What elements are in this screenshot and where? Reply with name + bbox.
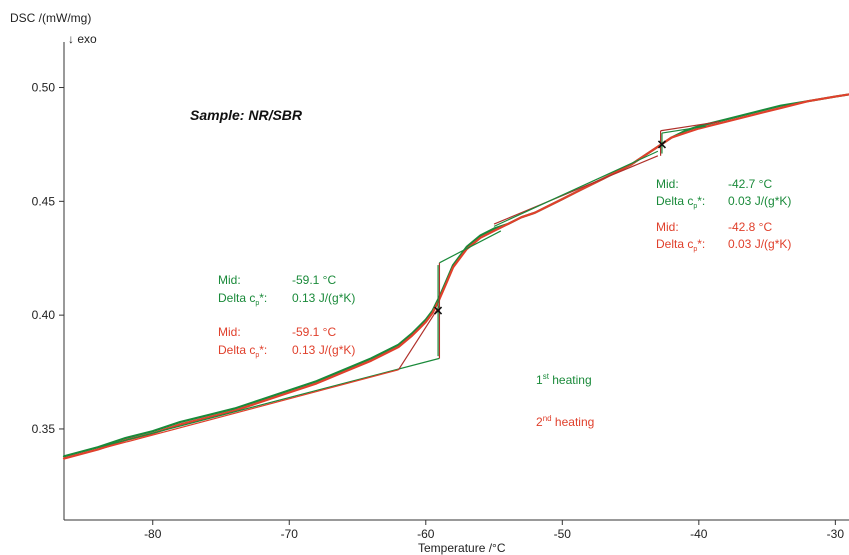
annotation-step2-second: Mid: -42.8 °C Delta cp*: 0.03 J/(g*K) [656, 220, 791, 253]
ann-step1-second-delta-sub: p [255, 352, 259, 359]
chart-title: Sample: NR/SBR [190, 107, 303, 123]
ann-step1-second-delta-value: 0.13 J/(g*K) [292, 343, 355, 357]
construction-baseline-high-1 [439, 230, 502, 264]
legend-second-rest: heating [552, 415, 595, 429]
legend-second-heating: 2nd heating [536, 414, 594, 429]
x-tick-label: -30 [827, 527, 845, 541]
marker-midpoint-2 [657, 140, 667, 149]
ann-step2-second-delta-label: Delta cp*: [656, 237, 705, 253]
y-axis-exo-note: ↓ exo [68, 32, 97, 46]
ann-step2-first-delta-text: Delta c [656, 194, 693, 208]
marker-layer [434, 140, 667, 315]
ann-step2-first-delta-value: 0.03 J/(g*K) [728, 194, 791, 208]
legend-first-sup: st [543, 372, 550, 381]
legend-first-num: 1 [536, 373, 543, 387]
ann-step2-second-mid-value: -42.8 °C [728, 220, 772, 234]
construction-baseline-low-2 [63, 369, 399, 460]
ann-step2-second-delta-sup: *: [697, 237, 705, 251]
ann-step2-first-delta-label: Delta cp*: [656, 194, 705, 210]
legend-first-rest: heating [549, 373, 592, 387]
construction-baseline-low-1 [63, 357, 440, 457]
ann-step1-first-mid-value: -59.1 °C [292, 273, 336, 287]
construction-step2-tangent-2 [493, 150, 659, 227]
y-tick-label: 0.35 [32, 422, 56, 436]
x-tick-label: -70 [281, 527, 299, 541]
ann-step1-first-delta-label: Delta cp*: [218, 291, 267, 307]
ann-step1-second-delta-label: Delta cp*: [218, 343, 267, 359]
ann-step2-second-delta-text: Delta c [656, 237, 693, 251]
x-axis-label: Temperature /°C [418, 541, 506, 555]
annotation-step1-second: Mid: -59.1 °C Delta cp*: 0.13 J/(g*K) [218, 325, 355, 359]
construction-step2-tangent-1 [493, 155, 659, 225]
construction-step2-upper-2 [661, 125, 706, 134]
ann-step1-first-delta-text: Delta c [218, 291, 255, 305]
construction-layer [63, 121, 720, 460]
ann-step1-first-mid-label: Mid: [218, 273, 241, 287]
x-tick-label: -60 [417, 527, 435, 541]
ann-step2-second-mid-label: Mid: [656, 220, 679, 234]
ann-step2-second-delta-sub: p [693, 246, 697, 253]
y-tick-label: 0.40 [32, 308, 56, 322]
x-tick-label: -40 [690, 527, 708, 541]
ticks-layer: -80 -70 -60 -50 -40 -30 0.35 0.40 0.45 0.50 [32, 81, 845, 541]
y-axis-label: DSC /(mW/mg) [10, 11, 91, 25]
annotation-step1-first: Mid: -59.1 °C Delta cp*: 0.13 J/(g*K) [218, 273, 355, 307]
ann-step1-second-delta-sup: *: [259, 343, 267, 357]
y-tick-label: 0.50 [32, 81, 56, 95]
ann-step2-second-delta-value: 0.03 J/(g*K) [728, 237, 791, 251]
legend-first-heating: 1st heating [536, 372, 592, 387]
series-line-second-heating [62, 93, 849, 460]
construction-step2-upper-1 [660, 121, 720, 132]
ann-step2-first-mid-value: -42.7 °C [728, 177, 772, 191]
ann-step1-first-delta-sub: p [255, 300, 259, 307]
legend-second-num: 2 [536, 415, 543, 429]
construction-tangent-step-1 [397, 305, 440, 371]
marker-midpoint-1 [434, 306, 443, 315]
ann-step1-first-delta-value: 0.13 J/(g*K) [292, 291, 355, 305]
annotation-step2-first: Mid: -42.7 °C Delta cp*: 0.03 J/(g*K) [656, 177, 791, 210]
ann-step2-first-delta-sup: *: [697, 194, 705, 208]
series-layer [62, 93, 849, 460]
ann-step1-first-delta-sup: *: [259, 291, 267, 305]
y-tick-label: 0.45 [32, 194, 56, 208]
ann-step1-second-mid-value: -59.1 °C [292, 325, 336, 339]
ann-step2-first-mid-label: Mid: [656, 177, 679, 191]
x-tick-label: -80 [144, 527, 162, 541]
ann-step1-second-mid-label: Mid: [218, 325, 241, 339]
legend-second-sup: nd [543, 414, 552, 423]
series-line-first-heating [62, 93, 849, 458]
ann-step1-second-delta-text: Delta c [218, 343, 255, 357]
ann-step2-first-delta-sub: p [693, 203, 697, 210]
x-tick-label: -50 [554, 527, 572, 541]
